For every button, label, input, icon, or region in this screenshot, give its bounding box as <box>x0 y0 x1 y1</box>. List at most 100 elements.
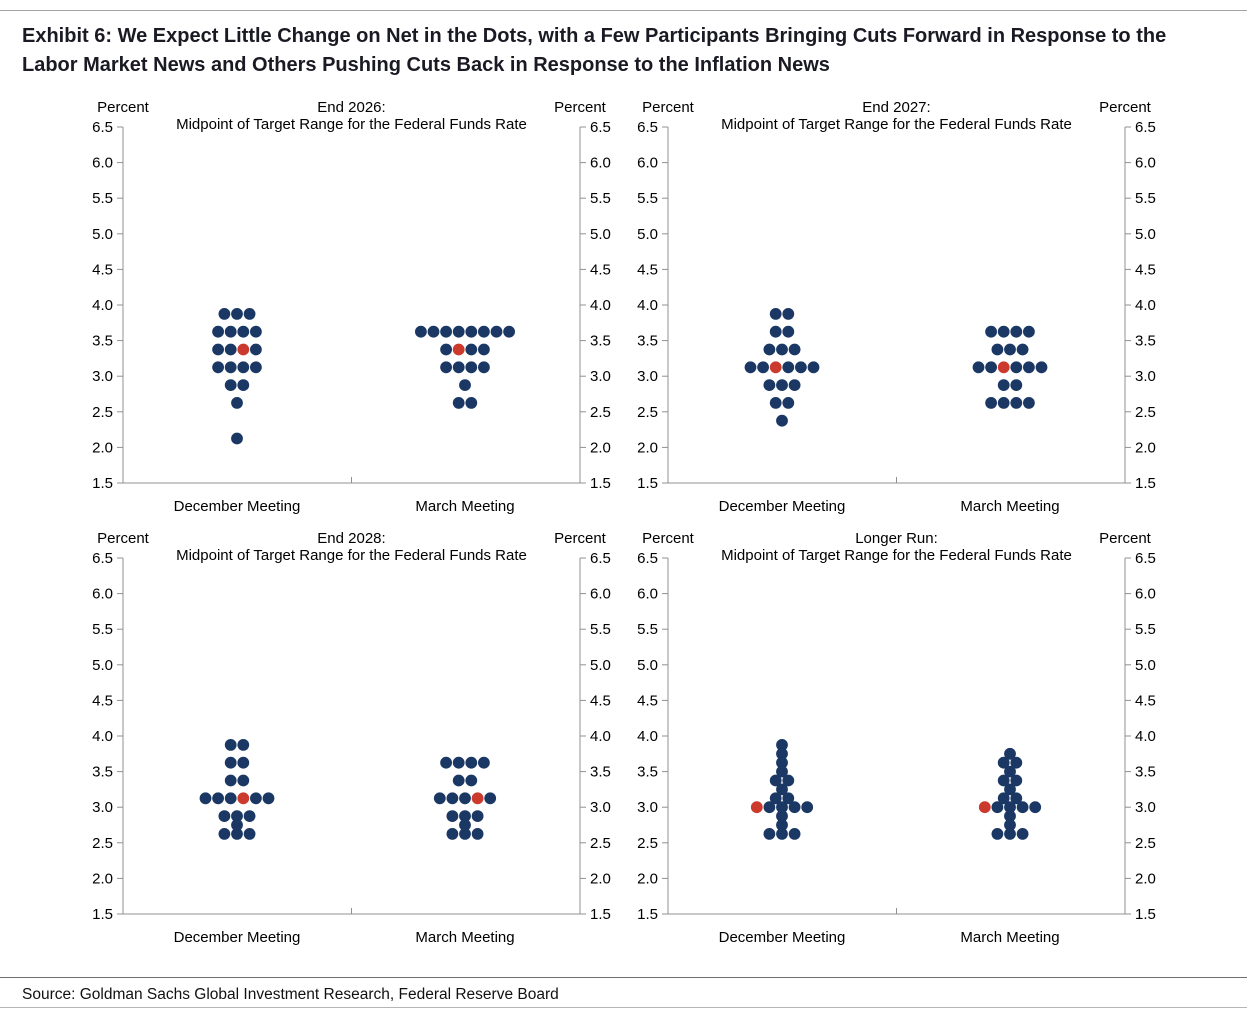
red-dot <box>471 792 484 805</box>
participant-dot <box>991 801 1004 814</box>
y-axis-label-left: Percent <box>97 99 150 116</box>
participant-dot <box>440 361 452 374</box>
y-tick-label-right: 3.5 <box>590 333 611 350</box>
participant-dot <box>440 343 452 356</box>
y-tick-label-right: 5.5 <box>590 621 611 638</box>
participant-dot <box>243 308 256 320</box>
participant-dot <box>744 361 757 374</box>
participant-dot <box>231 819 243 831</box>
participant-dot <box>757 361 769 374</box>
panel-subtitle: Midpoint of Target Range for the Federal… <box>721 116 1072 133</box>
y-tick-label-left: 6.5 <box>92 119 113 136</box>
y-tick-label-right: 6.5 <box>1135 550 1156 567</box>
y-tick-label-left: 3.0 <box>637 799 658 816</box>
y-tick-label-right: 1.5 <box>1135 906 1156 923</box>
y-tick-label-right: 3.0 <box>590 799 611 816</box>
participant-dot <box>231 810 243 822</box>
participant-dot <box>452 756 465 769</box>
participant-dot <box>199 792 212 805</box>
participant-dot <box>1010 792 1023 805</box>
y-tick-label-right: 3.0 <box>1135 368 1156 385</box>
participant-dot <box>440 325 452 338</box>
y-tick-label-left: 5.5 <box>92 621 113 638</box>
participant-dot <box>1023 325 1035 338</box>
y-tick-label-left: 1.5 <box>637 906 658 923</box>
y-tick-label-left: 5.5 <box>637 190 658 207</box>
y-axis-label-right: Percent <box>1099 530 1152 547</box>
participant-dot <box>237 361 250 374</box>
participant-dot <box>1004 801 1016 814</box>
participant-dot <box>231 308 243 320</box>
participant-dot <box>440 756 452 769</box>
red-dot <box>237 343 250 356</box>
participant-dot <box>776 810 788 822</box>
y-tick-label-left: 5.0 <box>637 226 658 243</box>
participant-dot <box>427 325 440 338</box>
participant-dot <box>459 792 471 805</box>
panel-title: End 2026: <box>317 99 385 116</box>
participant-dot <box>991 343 1004 356</box>
participant-dot <box>433 792 446 805</box>
y-tick-label-right: 4.0 <box>590 728 611 745</box>
y-tick-label-left: 2.0 <box>92 439 113 456</box>
y-tick-label-right: 6.0 <box>590 586 611 603</box>
y-tick-label-right: 5.0 <box>590 657 611 674</box>
category-label: December Meeting <box>719 929 846 946</box>
participant-dot <box>1016 828 1029 840</box>
participant-dot <box>465 397 478 409</box>
y-tick-label-right: 1.5 <box>590 906 611 923</box>
participant-dot <box>776 379 788 391</box>
participant-dot <box>224 325 237 338</box>
participant-dot <box>769 774 782 787</box>
participant-dot <box>224 739 237 751</box>
participant-dot <box>212 325 224 338</box>
y-tick-label-right: 6.5 <box>1135 119 1156 136</box>
category-label: March Meeting <box>960 929 1059 946</box>
y-tick-label-left: 5.5 <box>92 190 113 207</box>
y-tick-label-left: 6.5 <box>637 119 658 136</box>
participant-dot <box>484 792 497 805</box>
y-tick-label-left: 3.0 <box>92 799 113 816</box>
dot-plot-end-2028: End 2028:Midpoint of Target Range for th… <box>92 530 611 946</box>
y-tick-label-left: 5.0 <box>92 657 113 674</box>
y-axis-label-left: Percent <box>97 530 150 547</box>
participant-dot <box>788 343 801 356</box>
participant-dot <box>478 756 490 769</box>
y-tick-label-left: 3.5 <box>92 764 113 781</box>
participant-dot <box>985 361 997 374</box>
participant-dot <box>1010 379 1023 391</box>
y-tick-label-right: 5.0 <box>1135 226 1156 243</box>
y-axis-label-left: Percent <box>642 530 695 547</box>
y-tick-label-right: 4.5 <box>590 261 611 278</box>
y-tick-label-left: 3.5 <box>637 333 658 350</box>
y-tick-label-right: 2.5 <box>590 835 611 852</box>
participant-dot <box>465 774 478 787</box>
exhibit-title: Exhibit 6: We Expect Little Change on Ne… <box>22 25 1167 76</box>
participant-dot <box>997 325 1010 338</box>
participant-dot <box>782 792 795 805</box>
participant-dot <box>1004 828 1016 840</box>
y-tick-label-left: 2.0 <box>637 870 658 887</box>
y-tick-label-right: 4.0 <box>1135 728 1156 745</box>
participant-dot <box>763 828 776 840</box>
y-tick-label-left: 4.0 <box>92 297 113 314</box>
participant-dot <box>237 774 250 787</box>
category-label: December Meeting <box>174 929 301 946</box>
participant-dot <box>465 756 478 769</box>
participant-dot <box>776 756 788 769</box>
participant-dot <box>490 325 503 338</box>
participant-dot <box>478 325 490 338</box>
y-tick-label-right: 2.0 <box>1135 439 1156 456</box>
participant-dot <box>459 828 471 840</box>
participant-dot <box>452 325 465 338</box>
y-tick-label-left: 4.0 <box>637 297 658 314</box>
participant-dot <box>807 361 820 374</box>
participant-dot <box>997 774 1010 787</box>
y-tick-label-left: 6.5 <box>92 550 113 567</box>
y-tick-label-right: 6.0 <box>1135 155 1156 172</box>
participant-dot <box>769 792 782 805</box>
y-tick-label-right: 4.5 <box>1135 692 1156 709</box>
participant-dot <box>763 801 776 814</box>
participant-dot <box>1023 397 1035 409</box>
y-tick-label-left: 5.5 <box>637 621 658 638</box>
